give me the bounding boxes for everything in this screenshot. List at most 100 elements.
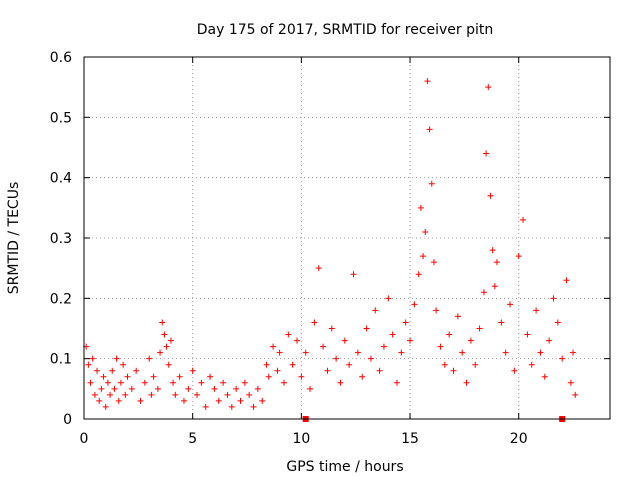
data-point xyxy=(372,307,379,314)
data-point xyxy=(407,337,414,344)
data-point xyxy=(107,391,114,398)
data-point xyxy=(117,379,124,386)
data-point xyxy=(433,307,440,314)
data-point xyxy=(546,337,553,344)
x-tick-label: 15 xyxy=(401,431,419,447)
data-point xyxy=(194,391,201,398)
data-point xyxy=(215,397,222,404)
data-point xyxy=(104,379,111,386)
data-point xyxy=(498,319,505,326)
data-point xyxy=(220,379,227,386)
data-point xyxy=(133,367,140,374)
data-point xyxy=(265,373,272,380)
data-point xyxy=(367,355,374,362)
data-point xyxy=(150,373,157,380)
data-point xyxy=(450,367,457,374)
data-point xyxy=(228,403,235,410)
y-tick-label: 0.1 xyxy=(50,352,72,368)
data-point xyxy=(157,349,164,356)
data-point xyxy=(459,349,466,356)
data-point xyxy=(202,403,209,410)
data-point xyxy=(446,331,453,338)
data-point xyxy=(85,361,92,368)
data-point xyxy=(302,349,309,356)
data-point xyxy=(337,379,344,386)
data-point xyxy=(189,367,196,374)
data-point xyxy=(333,355,340,362)
data-point xyxy=(346,361,353,368)
data-point xyxy=(241,379,248,386)
y-tick-label: 0.3 xyxy=(50,231,72,247)
data-point xyxy=(476,325,483,332)
data-point xyxy=(122,391,129,398)
data-point xyxy=(541,373,548,380)
y-tick-label: 0.5 xyxy=(50,110,72,126)
data-point xyxy=(422,228,429,235)
data-point xyxy=(137,397,144,404)
data-point xyxy=(472,361,479,368)
data-point xyxy=(420,253,427,260)
data-point xyxy=(570,349,577,356)
data-point xyxy=(491,283,498,290)
data-point xyxy=(324,367,331,374)
data-point xyxy=(563,277,570,284)
data-point xyxy=(98,385,105,392)
data-point xyxy=(554,319,561,326)
data-point xyxy=(493,259,500,266)
data-point xyxy=(120,361,127,368)
data-point xyxy=(185,385,192,392)
data-point xyxy=(167,337,174,344)
data-point xyxy=(89,355,96,362)
data-point xyxy=(385,295,392,302)
x-tick-label: 20 xyxy=(510,431,528,447)
data-point xyxy=(298,373,305,380)
data-point xyxy=(128,385,135,392)
data-point xyxy=(94,367,101,374)
x-tick-label: 0 xyxy=(80,431,89,447)
data-point xyxy=(363,325,370,332)
data-point xyxy=(198,379,205,386)
data-point xyxy=(91,391,98,398)
data-point xyxy=(237,397,244,404)
data-point xyxy=(285,331,292,338)
data-point xyxy=(263,361,270,368)
data-point xyxy=(259,397,266,404)
data-point xyxy=(111,385,118,392)
data-point xyxy=(428,180,435,187)
data-point xyxy=(165,361,172,368)
data-point xyxy=(311,319,318,326)
data-point xyxy=(146,355,153,362)
data-point xyxy=(211,385,218,392)
data-point xyxy=(511,367,518,374)
data-point xyxy=(294,337,301,344)
data-point xyxy=(102,403,109,410)
data-point xyxy=(246,391,253,398)
data-point xyxy=(141,379,148,386)
x-axis-title: GPS time / hours xyxy=(286,459,403,475)
data-point xyxy=(426,126,433,133)
data-point xyxy=(402,319,409,326)
data-point xyxy=(113,355,120,362)
data-point xyxy=(276,349,283,356)
data-point xyxy=(224,391,231,398)
chart-title: Day 175 of 2017, SRMTID for receiver pit… xyxy=(197,22,494,38)
data-point xyxy=(161,331,168,338)
data-point xyxy=(437,343,444,350)
data-point xyxy=(96,397,103,404)
data-point xyxy=(172,391,179,398)
data-point xyxy=(163,343,170,350)
data-point xyxy=(154,385,161,392)
data-point xyxy=(463,379,470,386)
data-point xyxy=(359,373,366,380)
x-tick-label: 5 xyxy=(188,431,197,447)
data-point xyxy=(389,331,396,338)
data-point xyxy=(533,307,540,314)
data-point xyxy=(567,379,574,386)
y-tick-label: 0.2 xyxy=(50,291,72,307)
data-point xyxy=(524,331,531,338)
data-point xyxy=(109,367,116,374)
data-point xyxy=(124,373,131,380)
data-point xyxy=(180,397,187,404)
data-point xyxy=(415,271,422,278)
data-point xyxy=(393,379,400,386)
